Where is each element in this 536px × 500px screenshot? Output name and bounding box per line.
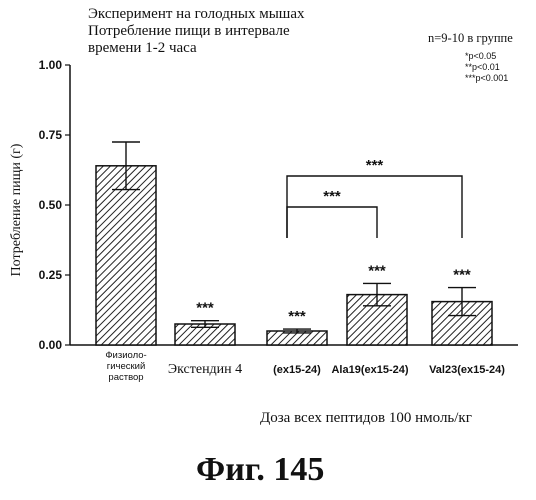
x-category-label: гический [107, 361, 146, 372]
significance-label: *** [196, 300, 214, 317]
x-category-label: (ex15-24) [273, 364, 321, 376]
significance-label: *** [453, 267, 471, 284]
y-tick-label: 0.75 [39, 128, 63, 142]
significance-bracket [287, 207, 377, 238]
x-category-label: раствор [108, 372, 143, 383]
bracket-label: *** [323, 188, 341, 205]
y-tick-label: 0.00 [39, 338, 63, 352]
y-axis-label: Потребление пищи (г) [9, 143, 24, 276]
y-tick-label: 1.00 [39, 58, 63, 72]
figure-caption: Фиг. 145 [196, 451, 324, 489]
bracket-label: *** [366, 157, 384, 174]
bar [96, 166, 156, 345]
x-category-label: Физиоло- [105, 350, 146, 361]
x-category-label: Ala19(ex15-24) [331, 364, 408, 376]
x-category-label: Val23(ex15-24) [429, 364, 505, 376]
x-category-label: Экстендин 4 [168, 362, 242, 377]
y-tick-label: 0.50 [39, 198, 63, 212]
significance-label: *** [288, 308, 306, 325]
x-axis-label: Доза всех пептидов 100 нмоль/кг [260, 410, 472, 427]
significance-label: *** [368, 262, 386, 279]
y-tick-label: 0.25 [39, 268, 63, 282]
